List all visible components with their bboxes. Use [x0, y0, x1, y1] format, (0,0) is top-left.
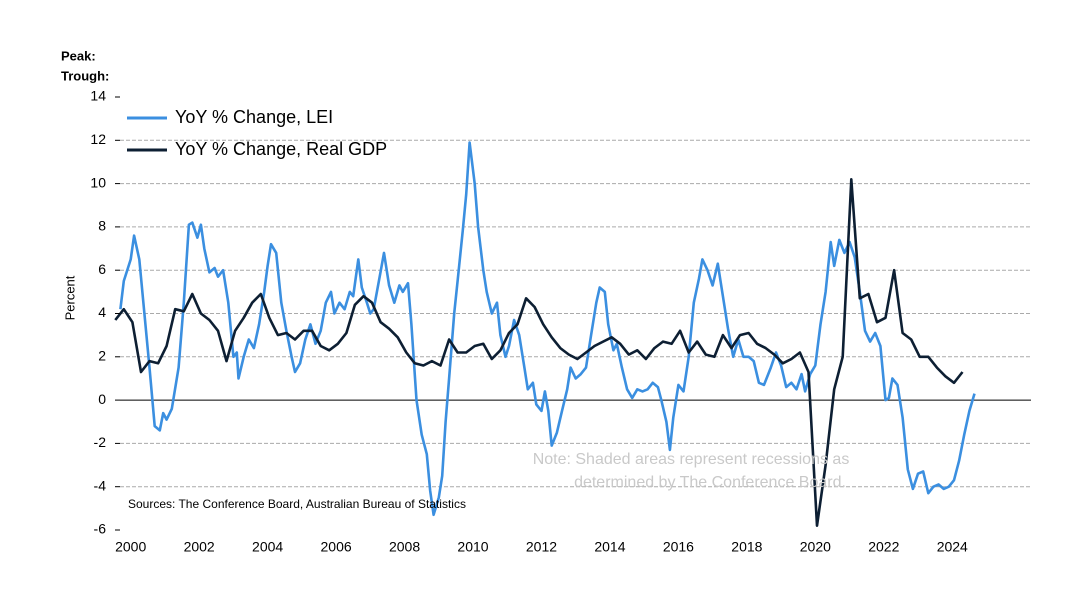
- x-tick-label: 2020: [800, 539, 831, 555]
- x-tick-label: 2024: [937, 539, 968, 555]
- x-tick-label: 2010: [457, 539, 488, 555]
- y-axis-label: Percent: [62, 275, 77, 320]
- y-tick-label: 4: [98, 304, 106, 320]
- series-line: [119, 141, 976, 517]
- y-tick-label: 6: [98, 261, 106, 277]
- x-tick-label: 2002: [184, 539, 215, 555]
- y-tick-label: -6: [94, 521, 107, 537]
- trough-label: Trough:: [61, 68, 109, 83]
- y-tick-label: 12: [90, 131, 106, 147]
- x-tick-label: 2006: [321, 539, 352, 555]
- x-tick-label: 2008: [389, 539, 420, 555]
- peak-label: Peak:: [61, 48, 96, 63]
- note-line: determined by The Conference Board.: [574, 474, 846, 491]
- legend-label: YoY % Change, LEI: [175, 107, 333, 127]
- x-tick-label: 2022: [868, 539, 899, 555]
- x-tick-label: 2016: [663, 539, 694, 555]
- source: Sources: The Conference Board, Australia…: [128, 497, 466, 511]
- legend-label: YoY % Change, Real GDP: [175, 139, 387, 159]
- x-tick-label: 2012: [526, 539, 557, 555]
- series-line: [114, 178, 964, 527]
- y-tick-label: -4: [94, 477, 107, 493]
- x-tick-label: 2004: [252, 539, 283, 555]
- y-tick-label: 14: [90, 88, 106, 104]
- y-tick-label: -2: [94, 434, 107, 450]
- plot-area: [114, 141, 976, 527]
- grid: [120, 139, 1031, 488]
- x-tick-label: 2018: [731, 539, 762, 555]
- y-tick-label: 2: [98, 348, 106, 364]
- y-tick-label: 8: [98, 218, 106, 234]
- note-line: Note: Shaded areas represent recessions …: [533, 451, 850, 468]
- y-tick-label: 10: [90, 174, 106, 190]
- y-tick-label: 0: [98, 391, 106, 407]
- x-tick-label: 2000: [115, 539, 146, 555]
- x-tick-label: 2014: [594, 539, 625, 555]
